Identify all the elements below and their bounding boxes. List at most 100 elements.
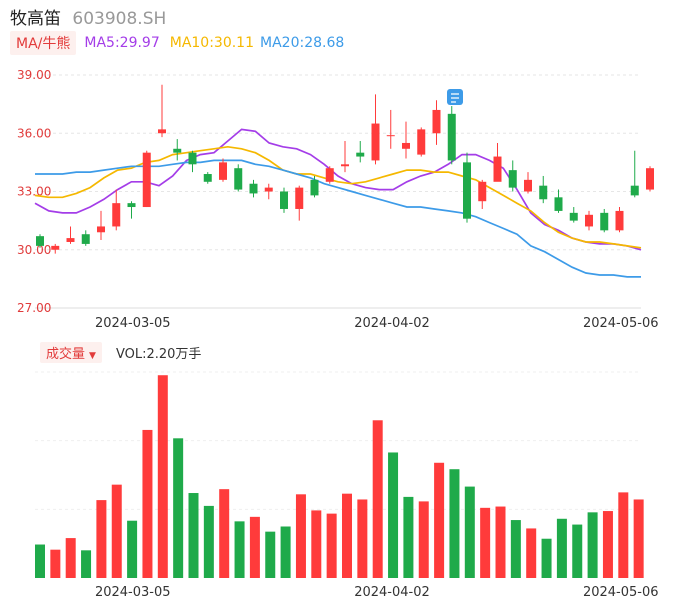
candle[interactable] [310, 175, 319, 198]
candle[interactable] [508, 160, 517, 192]
candle[interactable] [371, 94, 380, 165]
candle[interactable] [432, 100, 441, 145]
candle[interactable] [203, 172, 212, 184]
candle[interactable] [478, 179, 487, 209]
candle[interactable] [600, 208, 609, 233]
volume-bar[interactable] [65, 538, 76, 578]
candle[interactable] [234, 164, 243, 192]
candle-body [463, 162, 471, 219]
candle-body [66, 238, 75, 242]
candle-body [97, 226, 105, 233]
volume-bar[interactable] [142, 429, 153, 578]
volume-bar[interactable] [203, 505, 214, 578]
candle[interactable] [188, 150, 197, 173]
volume-bar[interactable] [403, 496, 414, 578]
volume-bar[interactable] [556, 518, 567, 578]
volume-bar[interactable] [418, 501, 429, 578]
volume-bar[interactable] [50, 549, 61, 578]
candle[interactable] [36, 234, 44, 248]
event-marker[interactable] [447, 89, 463, 105]
volume-bar[interactable] [480, 507, 491, 578]
candle[interactable] [447, 106, 456, 165]
candle[interactable] [493, 142, 502, 182]
volume-bar[interactable] [173, 438, 184, 578]
candle[interactable] [463, 152, 471, 223]
candle-body [158, 129, 166, 134]
volume-bar[interactable] [295, 494, 306, 578]
candle[interactable] [417, 127, 426, 157]
volume-bar[interactable] [111, 484, 122, 578]
volume-bar[interactable] [572, 524, 583, 578]
volume-bar[interactable] [280, 526, 291, 579]
candle-body [203, 174, 212, 182]
candle[interactable] [569, 207, 578, 223]
volume-bar[interactable] [188, 493, 199, 578]
candle[interactable] [341, 141, 349, 173]
candle[interactable] [219, 158, 227, 182]
volume-bar[interactable] [249, 516, 260, 578]
candle[interactable] [173, 139, 182, 161]
candle[interactable] [66, 226, 75, 244]
candle[interactable] [81, 230, 90, 246]
volume-bar[interactable] [388, 452, 399, 578]
event-marker-icon[interactable] [447, 89, 463, 105]
candle-body [630, 185, 639, 196]
candle[interactable] [524, 172, 532, 194]
volume-bar[interactable] [372, 420, 383, 578]
volume-bar[interactable] [265, 531, 276, 578]
volume-bar[interactable] [219, 489, 230, 578]
volume-bar[interactable] [326, 513, 337, 578]
candle-body [81, 234, 90, 244]
candle-body [539, 185, 548, 200]
candle-body [249, 183, 258, 194]
candle-body [234, 168, 243, 190]
price-tick-label: 27.00 [17, 301, 51, 315]
candle[interactable] [142, 150, 151, 208]
candle[interactable] [158, 84, 166, 138]
volume-bar[interactable] [157, 375, 168, 578]
volume-bar[interactable] [618, 492, 629, 578]
volume-bar[interactable] [127, 520, 138, 578]
candle[interactable] [249, 179, 258, 198]
volume-bar[interactable] [96, 500, 107, 578]
volume-bar[interactable] [526, 528, 537, 578]
volume-bar[interactable] [311, 510, 322, 578]
volume-bar[interactable] [449, 469, 460, 578]
volume-bar[interactable] [541, 538, 552, 578]
candle[interactable] [325, 166, 334, 184]
candle[interactable] [51, 243, 60, 254]
candle[interactable] [127, 201, 136, 219]
candle[interactable] [112, 189, 121, 231]
volume-bar[interactable] [35, 544, 45, 578]
candle[interactable] [356, 141, 365, 163]
volume-bar[interactable] [633, 499, 644, 578]
stock-header: 牧高笛 603908.SH [10, 4, 166, 29]
candle[interactable] [539, 175, 548, 204]
candle[interactable] [585, 210, 593, 231]
volume-bar[interactable] [587, 512, 598, 578]
volume-bar[interactable] [434, 462, 445, 578]
candle-body [615, 210, 624, 231]
volume-bar[interactable] [357, 499, 368, 578]
candle[interactable] [630, 150, 639, 198]
candle[interactable] [97, 210, 105, 241]
candle[interactable] [264, 183, 273, 200]
volume-bar[interactable] [342, 493, 352, 578]
candle[interactable] [280, 187, 288, 213]
volume-bar[interactable] [495, 506, 506, 578]
candle[interactable] [295, 185, 304, 221]
candle[interactable] [554, 189, 563, 213]
candle[interactable] [402, 121, 410, 159]
volume-bar[interactable] [464, 486, 475, 578]
volume-bar[interactable] [602, 511, 613, 578]
candle-body [447, 113, 456, 161]
volume-indicator-selector[interactable]: 成交量 ▼ [40, 341, 102, 363]
volume-bar[interactable] [81, 550, 92, 578]
candle[interactable] [386, 109, 395, 149]
candle[interactable] [646, 166, 654, 192]
ma-mode-selector[interactable]: MA/牛熊 [10, 31, 77, 55]
volume-bar[interactable] [510, 520, 521, 578]
volume-bar[interactable] [234, 521, 245, 578]
candle[interactable] [615, 207, 624, 233]
